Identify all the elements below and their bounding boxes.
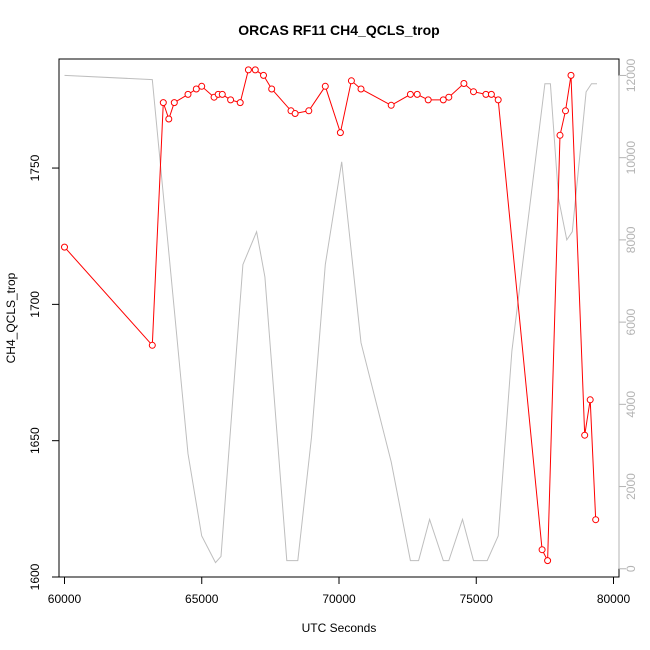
y2-tick-label: 10000 — [624, 141, 638, 175]
y2-tick-label: 8000 — [624, 226, 638, 253]
x-tick-label: 70000 — [322, 592, 356, 606]
series-1-point — [445, 93, 453, 101]
x-axis-label: UTC Seconds — [302, 621, 377, 635]
series-1-point — [268, 85, 276, 93]
series-1-point — [544, 557, 552, 565]
series-1-point — [244, 66, 252, 74]
x-tick-label: 65000 — [185, 592, 219, 606]
x-tick-label: 60000 — [48, 592, 82, 606]
series-1-point — [291, 110, 299, 117]
y-tick-label: 1600 — [28, 563, 42, 590]
series-1-point — [538, 546, 546, 554]
series-1-point — [347, 77, 355, 85]
series-1-point — [336, 129, 344, 137]
series-1-point — [321, 82, 329, 90]
series-1-point — [581, 431, 589, 439]
series-1-point — [406, 90, 414, 98]
y-axis-label: CH4_QCLS_trop — [4, 272, 18, 363]
series-1-point — [424, 96, 432, 104]
series-1-point — [192, 85, 200, 93]
series-1-point — [227, 96, 235, 104]
y2-tick-label: 0 — [624, 565, 638, 572]
series-1-point — [556, 131, 564, 139]
series-1-point — [198, 82, 206, 90]
series-1-point — [260, 71, 267, 79]
y2-tick-label: 12000 — [624, 58, 638, 92]
series-1-point — [170, 99, 178, 107]
series-1-point — [148, 341, 156, 349]
series-1-point — [159, 99, 167, 107]
series-1-point — [218, 90, 226, 98]
y-tick-label: 1700 — [28, 291, 42, 318]
y2-tick-label: 2000 — [624, 473, 638, 500]
x-tick-label: 75000 — [460, 592, 494, 606]
series-1-point — [470, 88, 477, 96]
series-1-point — [184, 90, 192, 98]
y2-tick-label: 4000 — [624, 391, 638, 418]
x-tick-label: 80000 — [597, 592, 631, 606]
y2-axis: 0 2000 4000 6000 8000 10000 12000 — [618, 58, 638, 572]
series-2-line — [64, 74, 597, 564]
y-tick-label: 1750 — [28, 154, 42, 181]
x-axis: 60000 65000 70000 75000 80000 — [48, 576, 631, 606]
chart-title: ORCAS RF11 CH4_QCLS_trop — [238, 22, 439, 38]
series-1-point — [305, 107, 313, 115]
series-1-point — [494, 96, 502, 104]
y-axis: 1600 1650 1700 1750 — [28, 154, 60, 590]
series-2-layer — [64, 74, 597, 564]
series-1-point — [236, 99, 244, 107]
series-1-point — [586, 396, 594, 404]
series-1-point — [251, 66, 259, 74]
series-1-layer — [61, 66, 600, 565]
series-1-point — [357, 85, 365, 93]
series-1-point — [387, 101, 395, 109]
series-1-point — [567, 71, 575, 79]
series-1-point — [487, 90, 495, 98]
series-1-point — [165, 115, 173, 123]
series-1-point — [439, 96, 447, 104]
plot-frame — [58, 58, 620, 578]
series-1-point — [562, 107, 569, 115]
series-1-point — [460, 80, 468, 87]
y2-tick-label: 6000 — [624, 308, 638, 335]
series-1-point — [61, 243, 68, 251]
series-1-point — [413, 90, 421, 98]
y-tick-label: 1650 — [28, 427, 42, 454]
series-1-point — [592, 516, 600, 524]
